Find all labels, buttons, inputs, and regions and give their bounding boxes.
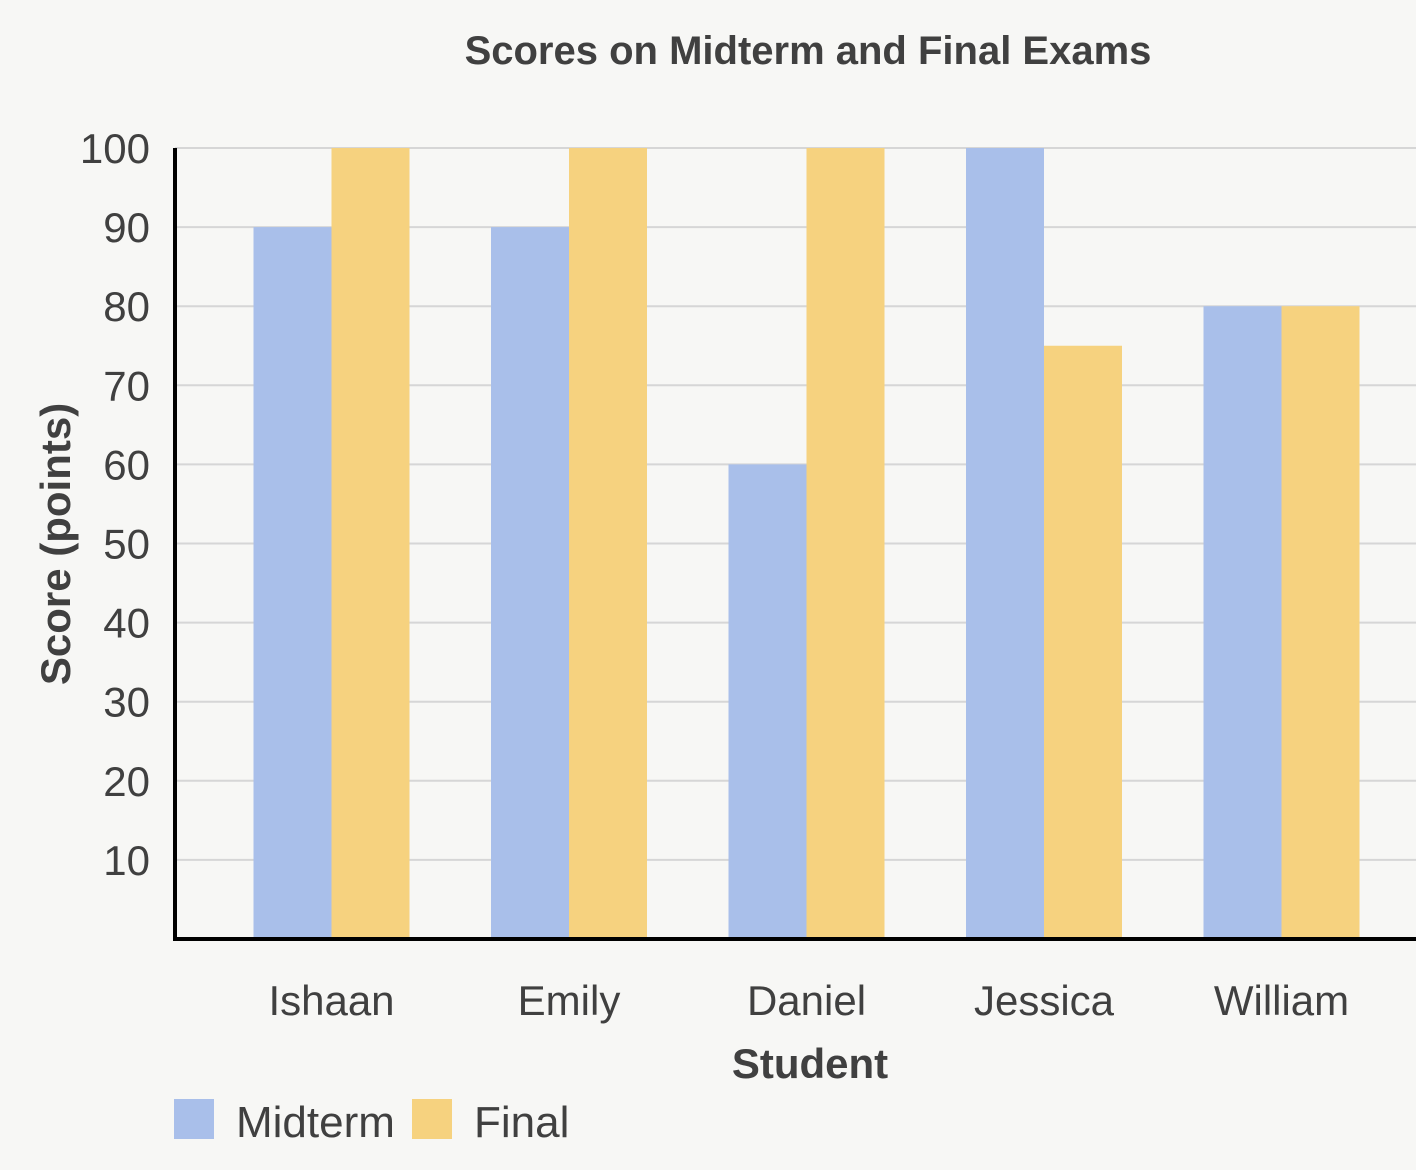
bar-final-daniel — [806, 148, 885, 939]
x-tick-label-daniel: Daniel — [747, 977, 866, 1024]
chart-title: Scores on Midterm and Final Exams — [465, 29, 1152, 73]
x-tick-label-ishaan: Ishaan — [268, 977, 394, 1024]
bar-final-jessica — [1044, 345, 1122, 939]
y-tick-label-10: 10 — [103, 837, 150, 884]
bar-final-william — [1281, 306, 1360, 939]
y-tick-label-100: 100 — [80, 125, 150, 172]
x-tick-label-jessica: Jessica — [974, 977, 1115, 1024]
legend-label-midterm: Midterm — [236, 1098, 395, 1147]
bar-final-emily — [569, 148, 647, 939]
y-axis-title: Score (points) — [32, 403, 79, 685]
y-tick-label-70: 70 — [103, 362, 150, 409]
x-tick-label-emily: Emily — [518, 977, 621, 1024]
y-tick-label-20: 20 — [103, 758, 150, 805]
y-tick-label-80: 80 — [103, 283, 150, 330]
y-tick-label-90: 90 — [103, 204, 150, 251]
y-tick-label-60: 60 — [103, 441, 150, 488]
bar-midterm-ishaan — [253, 227, 332, 940]
y-tick-label-50: 50 — [103, 521, 150, 568]
bar-midterm-daniel — [728, 464, 807, 939]
x-tick-label-william: William — [1214, 977, 1349, 1024]
legend-swatch-final — [412, 1099, 452, 1139]
y-axis-ticks: 10 20 30 40 50 60 70 80 90 100 — [80, 125, 150, 884]
legend-label-final: Final — [474, 1098, 569, 1147]
bars — [253, 148, 1360, 940]
bar-midterm-emily — [491, 227, 569, 940]
bar-final-ishaan — [331, 148, 410, 939]
x-axis-title: Student — [732, 1040, 888, 1087]
legend-swatch-midterm — [174, 1099, 214, 1139]
x-axis-ticks: Ishaan Emily Daniel Jessica William — [268, 977, 1349, 1024]
y-tick-label-30: 30 — [103, 679, 150, 726]
y-tick-label-40: 40 — [103, 600, 150, 647]
bar-midterm-william — [1203, 306, 1282, 939]
bar-midterm-jessica — [966, 148, 1044, 939]
legend: Midterm Final — [174, 1098, 569, 1147]
